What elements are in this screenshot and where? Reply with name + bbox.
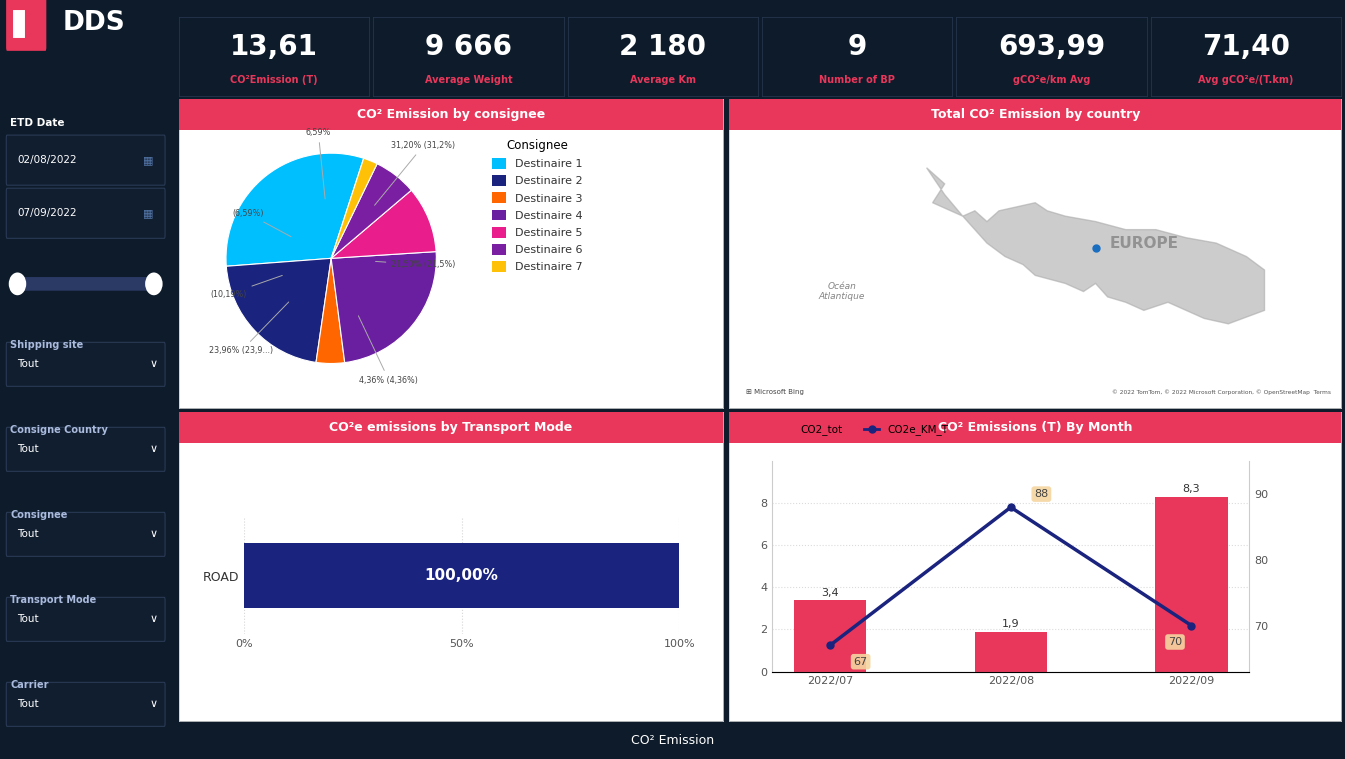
Text: ▦: ▦ — [144, 155, 153, 165]
Wedge shape — [226, 258, 331, 362]
Text: Number of BP: Number of BP — [819, 75, 894, 86]
FancyBboxPatch shape — [7, 682, 165, 726]
Text: ∨: ∨ — [149, 699, 157, 710]
Text: CO²Emission (T): CO²Emission (T) — [230, 75, 317, 86]
Text: CO²e emissions by Transport Mode: CO²e emissions by Transport Mode — [330, 420, 573, 433]
Text: Carrier: Carrier — [11, 680, 48, 690]
Text: 07/09/2022: 07/09/2022 — [17, 208, 77, 219]
Text: 693,99: 693,99 — [998, 33, 1106, 61]
Wedge shape — [331, 251, 436, 363]
Text: 02/08/2022: 02/08/2022 — [17, 155, 77, 165]
Bar — [179, 99, 722, 130]
FancyBboxPatch shape — [7, 597, 165, 641]
Text: CO² Emissions (T) By Month: CO² Emissions (T) By Month — [937, 420, 1132, 433]
Text: Consigne Country: Consigne Country — [11, 425, 109, 435]
Bar — [729, 99, 1341, 130]
Text: CO² Emission by consignee: CO² Emission by consignee — [356, 108, 545, 121]
Bar — [12, 9, 27, 39]
Text: 67: 67 — [854, 657, 868, 666]
Text: ▦: ▦ — [144, 208, 153, 219]
Bar — [245, 543, 679, 608]
Text: 13,61: 13,61 — [230, 33, 317, 61]
Text: Total CO² Emission by country: Total CO² Emission by country — [931, 108, 1141, 121]
Bar — [733, 380, 1337, 405]
Ellipse shape — [8, 272, 27, 295]
Text: (10,19%): (10,19%) — [210, 276, 282, 299]
Text: ETD Date: ETD Date — [11, 118, 65, 128]
Bar — [1155, 497, 1228, 672]
Text: Océan
Atlantique: Océan Atlantique — [819, 282, 865, 301]
FancyBboxPatch shape — [7, 512, 165, 556]
Text: CO² Emission: CO² Emission — [631, 734, 714, 747]
Bar — [794, 600, 866, 672]
Text: 21,50% (21,5%): 21,50% (21,5%) — [375, 260, 456, 269]
Wedge shape — [331, 191, 436, 258]
FancyBboxPatch shape — [7, 342, 165, 386]
Text: (6,59%): (6,59%) — [233, 209, 291, 237]
FancyBboxPatch shape — [7, 0, 46, 51]
Bar — [975, 631, 1046, 672]
Wedge shape — [331, 164, 412, 258]
Text: DDS: DDS — [63, 10, 125, 36]
Text: 3,4: 3,4 — [822, 587, 839, 597]
Text: 2 180: 2 180 — [619, 33, 706, 61]
Text: ∨: ∨ — [149, 359, 157, 370]
FancyBboxPatch shape — [7, 188, 165, 238]
Text: Consignee: Consignee — [11, 510, 67, 520]
FancyBboxPatch shape — [7, 427, 165, 471]
Text: Tout: Tout — [17, 444, 39, 455]
Text: ∨: ∨ — [149, 614, 157, 625]
Text: 9 666: 9 666 — [425, 33, 512, 61]
Text: Avg gCO²e/(T.km): Avg gCO²e/(T.km) — [1198, 75, 1294, 86]
Text: 23,96% (23,9...): 23,96% (23,9...) — [210, 302, 289, 355]
Text: 4,36% (4,36%): 4,36% (4,36%) — [358, 316, 418, 385]
Text: 1,9: 1,9 — [1002, 619, 1020, 629]
Bar — [12, 9, 27, 39]
Text: 31,20% (31,2%): 31,20% (31,2%) — [374, 141, 456, 205]
Text: ⊞ Microsoft Bing: ⊞ Microsoft Bing — [745, 389, 803, 395]
Text: 8,3: 8,3 — [1182, 484, 1200, 494]
Text: EUROPE: EUROPE — [1110, 235, 1178, 250]
Bar — [729, 411, 1341, 442]
Text: 88: 88 — [1034, 489, 1049, 499]
FancyBboxPatch shape — [7, 135, 165, 185]
Text: Tout: Tout — [17, 359, 39, 370]
Ellipse shape — [145, 272, 163, 295]
Wedge shape — [226, 153, 363, 266]
Text: Average Weight: Average Weight — [425, 75, 512, 86]
Text: Tout: Tout — [17, 529, 39, 540]
Wedge shape — [331, 159, 377, 258]
Text: Tout: Tout — [17, 614, 39, 625]
Polygon shape — [927, 168, 1264, 324]
Text: Shipping site: Shipping site — [11, 340, 83, 350]
Text: © 2022 TomTom, © 2022 Microsoft Corporation, © OpenStreetMap  Terms: © 2022 TomTom, © 2022 Microsoft Corporat… — [1112, 389, 1332, 395]
Bar — [179, 411, 722, 442]
Text: ∨: ∨ — [149, 444, 157, 455]
Text: 100,00%: 100,00% — [425, 568, 499, 583]
Text: Tout: Tout — [17, 699, 39, 710]
Text: 6,59%: 6,59% — [305, 128, 331, 199]
Text: 71,40: 71,40 — [1202, 33, 1290, 61]
Text: 70: 70 — [1167, 637, 1182, 647]
Legend: Destinaire 1, Destinaire 2, Destinaire 3, Destinaire 4, Destinaire 5, Destinaire: Destinaire 1, Destinaire 2, Destinaire 3… — [490, 136, 585, 276]
Text: Transport Mode: Transport Mode — [11, 595, 97, 605]
Bar — [0, 0, 175, 55]
Text: ∨: ∨ — [149, 529, 157, 540]
Legend: CO2_tot, CO2e_KM_T: CO2_tot, CO2e_KM_T — [773, 420, 952, 439]
Text: 9: 9 — [847, 33, 866, 61]
Wedge shape — [316, 258, 344, 364]
Text: gCO²e/km Avg: gCO²e/km Avg — [1013, 75, 1091, 86]
FancyBboxPatch shape — [13, 277, 157, 291]
Text: Average Km: Average Km — [629, 75, 695, 86]
